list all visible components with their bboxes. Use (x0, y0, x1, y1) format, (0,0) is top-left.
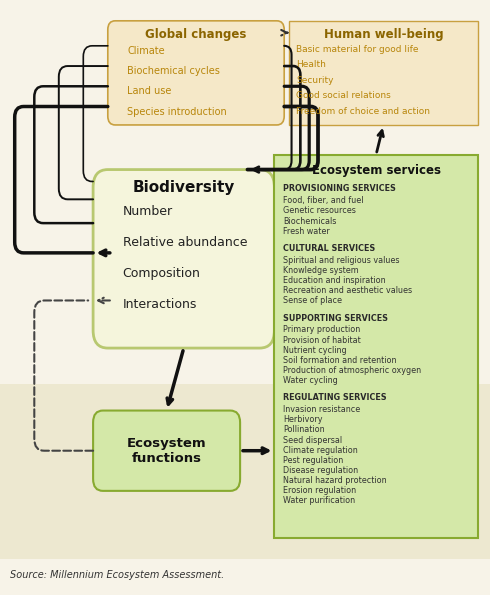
Text: Primary production: Primary production (283, 325, 361, 334)
Text: PROVISIONING SERVICES: PROVISIONING SERVICES (283, 184, 396, 193)
Text: Pest regulation: Pest regulation (283, 456, 343, 465)
Text: Ecosystem
functions: Ecosystem functions (127, 437, 206, 465)
Text: Water cycling: Water cycling (283, 376, 338, 385)
Text: Spiritual and religious values: Spiritual and religious values (283, 256, 400, 265)
Text: Water purification: Water purification (283, 496, 355, 505)
Text: Climate regulation: Climate regulation (283, 446, 358, 455)
Text: Herbivory: Herbivory (283, 415, 323, 424)
Text: Seed dispersal: Seed dispersal (283, 436, 343, 444)
Text: Ecosystem services: Ecosystem services (312, 164, 441, 177)
Text: CULTURAL SERVICES: CULTURAL SERVICES (283, 244, 375, 253)
Text: Fresh water: Fresh water (283, 227, 330, 236)
FancyBboxPatch shape (274, 155, 478, 538)
FancyBboxPatch shape (289, 21, 478, 125)
FancyBboxPatch shape (93, 411, 240, 491)
Text: Species introduction: Species introduction (127, 107, 227, 117)
FancyBboxPatch shape (0, 384, 490, 559)
Text: Climate: Climate (127, 46, 165, 56)
Text: Biochemicals: Biochemicals (283, 217, 337, 226)
Text: Composition: Composition (122, 267, 200, 280)
Text: Food, fiber, and fuel: Food, fiber, and fuel (283, 196, 364, 205)
Text: Source: Millennium Ecosystem Assessment.: Source: Millennium Ecosystem Assessment. (10, 570, 224, 580)
Text: Human well-being: Human well-being (323, 28, 443, 41)
Text: Biochemical cycles: Biochemical cycles (127, 66, 220, 76)
Text: Basic material for good life: Basic material for good life (296, 45, 419, 54)
Text: Recreation and aesthetic values: Recreation and aesthetic values (283, 286, 413, 295)
Text: Invasion resistance: Invasion resistance (283, 405, 361, 414)
Text: Production of atmospheric oxygen: Production of atmospheric oxygen (283, 366, 421, 375)
Text: Interactions: Interactions (122, 298, 197, 311)
Text: Provision of habitat: Provision of habitat (283, 336, 361, 345)
Text: Natural hazard protection: Natural hazard protection (283, 476, 387, 485)
Text: Global changes: Global changes (146, 28, 246, 41)
Text: Nutrient cycling: Nutrient cycling (283, 346, 347, 355)
Text: Sense of place: Sense of place (283, 296, 342, 305)
Text: Soil formation and retention: Soil formation and retention (283, 356, 397, 365)
Text: SUPPORTING SERVICES: SUPPORTING SERVICES (283, 314, 388, 322)
Text: Pollination: Pollination (283, 425, 325, 434)
FancyBboxPatch shape (93, 170, 274, 348)
Text: Good social relations: Good social relations (296, 91, 391, 100)
Text: Land use: Land use (127, 86, 172, 96)
Text: Erosion regulation: Erosion regulation (283, 486, 356, 495)
Text: Biodiversity: Biodiversity (133, 180, 235, 195)
Text: REGULATING SERVICES: REGULATING SERVICES (283, 393, 387, 402)
Text: Disease regulation: Disease regulation (283, 466, 358, 475)
Text: Knowledge system: Knowledge system (283, 266, 359, 275)
Text: Freedom of choice and action: Freedom of choice and action (296, 107, 430, 115)
Text: Security: Security (296, 76, 334, 84)
Text: Genetic resources: Genetic resources (283, 206, 356, 215)
Text: Education and inspiration: Education and inspiration (283, 276, 386, 285)
Text: Number: Number (122, 205, 172, 218)
FancyBboxPatch shape (108, 21, 284, 125)
Text: Health: Health (296, 60, 326, 69)
Text: Relative abundance: Relative abundance (122, 236, 247, 249)
